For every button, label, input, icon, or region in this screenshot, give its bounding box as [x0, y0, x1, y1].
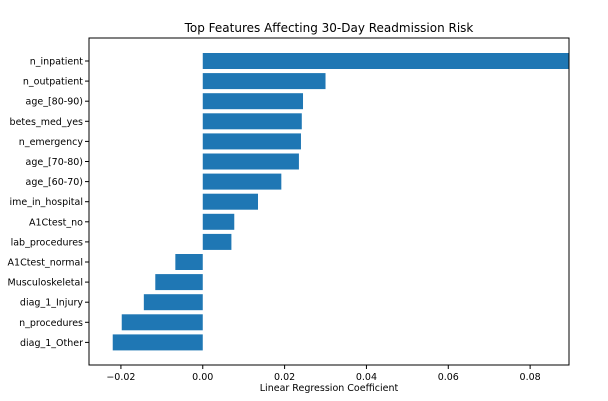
- y-tick-label: betes_med_yes: [10, 117, 83, 128]
- y-tick-label: n_inpatient: [30, 57, 84, 68]
- bar-n-outpatient: [202, 73, 326, 90]
- y-tick-label: n_emergency: [19, 137, 84, 148]
- x-axis-label: Linear Regression Coefficient: [260, 383, 399, 394]
- y-tick-label: age_[70-80): [26, 157, 83, 168]
- y-tick-label: A1Ctest_normal: [8, 258, 83, 269]
- x-tick-label: 0.08: [520, 372, 541, 383]
- bar-a1ctest-normal: [175, 254, 203, 270]
- x-tick-label: 0.02: [274, 372, 295, 383]
- bar-n-procedures: [121, 314, 203, 331]
- y-tick-label: lab_procedures: [11, 237, 83, 248]
- chart-title: Top Features Affecting 30-Day Readmissio…: [184, 21, 474, 35]
- plot-bars: [112, 53, 570, 351]
- bar-age-80-90: [202, 93, 304, 110]
- x-tick-label: 0.04: [356, 372, 377, 383]
- bar-lab-procedures: [202, 233, 232, 250]
- plot-frame: [88, 37, 570, 366]
- bar-age-70-80: [202, 153, 299, 170]
- y-tick-label: age_[80-90): [26, 97, 83, 108]
- bar-diag-1-other: [112, 334, 203, 351]
- x-axis: −0.02 0.00 0.02 0.04 0.06 0.08: [106, 365, 541, 383]
- bar-n-inpatient: [202, 53, 570, 69]
- bar-n-emergency: [202, 133, 301, 150]
- bar-diag-1-injury: [143, 294, 203, 311]
- y-tick-label: ime_in_hospital: [9, 197, 83, 208]
- x-tick-label: −0.02: [106, 372, 135, 383]
- bar-betes-med-yes: [202, 113, 302, 130]
- y-tick-label: age_[60-70): [26, 177, 83, 188]
- y-tick-label: Musculoskeletal: [8, 278, 84, 289]
- y-tick-label: n_outpatient: [23, 77, 83, 88]
- bar-ime-in-hospital: [202, 193, 259, 210]
- y-tick-label: A1Ctest_no: [29, 217, 83, 228]
- bar-musculoskeletal: [155, 274, 203, 291]
- x-tick-label: 0.00: [192, 372, 213, 383]
- bar-age-60-70: [202, 173, 282, 190]
- y-tick-label: diag_1_Injury: [20, 298, 83, 309]
- y-tick-label: diag_1_Other: [20, 338, 83, 349]
- x-tick-label: 0.06: [438, 372, 459, 383]
- bar-a1ctest-no: [202, 213, 235, 230]
- y-axis: n_inpatient n_outpatient age_[80-90) betes_…: [8, 57, 89, 349]
- y-tick-label: n_procedures: [19, 318, 83, 329]
